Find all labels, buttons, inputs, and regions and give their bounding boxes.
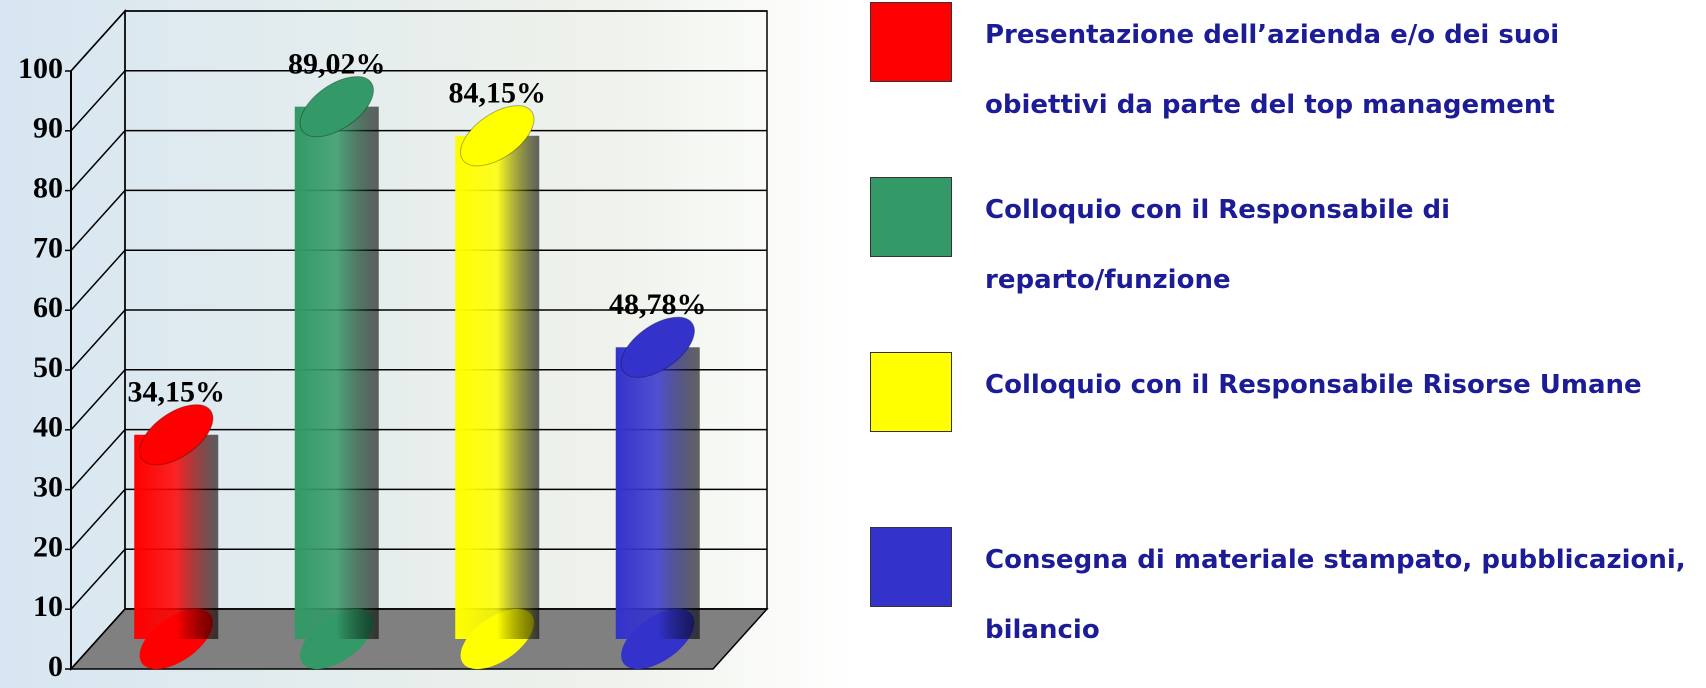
legend-swatch xyxy=(870,177,952,257)
y-tick-label: 100 xyxy=(18,52,63,85)
bar-top xyxy=(620,316,695,378)
bar-body xyxy=(294,106,379,639)
bar xyxy=(615,316,700,670)
bar-top xyxy=(460,105,535,167)
value-label: 34,15% xyxy=(128,376,226,409)
y-tick-label: 30 xyxy=(33,470,63,503)
y-tick-label: 20 xyxy=(33,530,63,563)
grid-line xyxy=(70,10,126,72)
legend-label: Colloquio con il Responsabile di reparto… xyxy=(985,195,1451,295)
bar-body xyxy=(134,434,219,639)
bar xyxy=(134,404,219,670)
grid-line xyxy=(70,608,126,670)
bar xyxy=(455,105,540,670)
y-tick-label: 10 xyxy=(33,590,63,623)
legend-label: Consegna di materiale stampato, pubblica… xyxy=(985,545,1686,645)
grid-line xyxy=(70,548,126,610)
legend-item: Presentazione dell’azienda e/o dei suoi … xyxy=(870,0,1700,160)
grid-line xyxy=(70,70,126,132)
value-label: 48,78% xyxy=(609,288,707,321)
grid-line xyxy=(70,369,126,431)
y-tick-label: 90 xyxy=(33,112,63,145)
bar-top xyxy=(139,404,214,466)
legend-item: Colloquio con il Responsabile di reparto… xyxy=(870,175,1700,335)
bar-body xyxy=(455,135,540,639)
legend-item: Colloquio con il Responsabile Risorse Um… xyxy=(870,350,1700,510)
bar-body xyxy=(615,347,700,639)
legend-item: Consegna di materiale stampato, pubblica… xyxy=(870,525,1700,685)
legend-swatch xyxy=(870,352,952,432)
grid-line xyxy=(70,488,126,550)
y-tick-label: 60 xyxy=(33,291,63,324)
legend-label: Presentazione dell’azienda e/o dei suoi … xyxy=(985,20,1560,120)
y-tick-label: 0 xyxy=(48,650,63,683)
legend-swatch xyxy=(870,527,952,607)
bar xyxy=(294,76,379,670)
y-tick-label: 80 xyxy=(33,171,63,204)
grid-line xyxy=(70,309,126,371)
legend-label: Colloquio con il Responsabile Risorse Um… xyxy=(985,370,1642,400)
grid-line xyxy=(70,189,126,251)
y-tick-label: 50 xyxy=(33,351,63,384)
legend-swatch xyxy=(870,2,952,82)
bar-top xyxy=(299,76,374,138)
y-tick-label: 40 xyxy=(33,411,63,444)
value-label: 89,02% xyxy=(288,48,386,81)
value-label: 84,15% xyxy=(449,77,547,110)
grid-line xyxy=(70,429,126,491)
grid-line xyxy=(70,249,126,311)
y-tick-label: 70 xyxy=(33,231,63,264)
grid-line xyxy=(70,130,126,192)
